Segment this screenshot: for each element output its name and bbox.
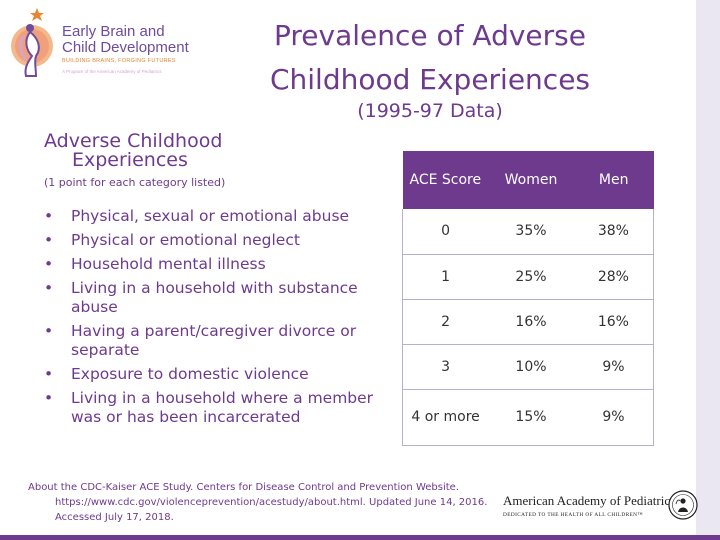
logo-tagline: BUILDING BRAINS, FORGING FUTURES xyxy=(62,58,176,64)
bullet-icon: • xyxy=(44,365,54,383)
aap-logo: American Academy of Pediatrics DEDICATED… xyxy=(503,492,698,522)
cell-score: 2 xyxy=(402,299,489,345)
bullet-icon: • xyxy=(44,322,54,340)
cell-score: 0 xyxy=(402,209,489,255)
logo-subline: A Program of the American Academy of Ped… xyxy=(62,69,162,74)
cell-women: 10% xyxy=(488,344,574,390)
cell-score: 4 or more xyxy=(402,389,489,446)
cell-women: 16% xyxy=(488,299,574,345)
list-item: • Having a parent/caregiver divorce or se… xyxy=(44,322,357,359)
cell-score: 3 xyxy=(402,344,489,390)
list-item: • Household mental illness xyxy=(44,255,266,273)
section-heading: Adverse Childhood Experiences xyxy=(44,130,223,171)
aap-tagline: DEDICATED TO THE HEALTH OF ALL CHILDREN™ xyxy=(503,512,643,518)
ace-prevalence-table: ACE Score Women Men 0 35% 38% 1 25% 28% … xyxy=(402,151,654,446)
list-item: • Exposure to domestic violence xyxy=(44,365,309,383)
cell-score: 1 xyxy=(402,254,489,300)
bullet-icon: • xyxy=(44,207,54,225)
right-decorative-stripe xyxy=(696,0,720,540)
aap-name: American Academy of Pediatrics xyxy=(503,493,676,508)
ace-category-list: • Physical, sexual or emotional abuse • Ph… xyxy=(44,207,384,432)
aap-seal-icon xyxy=(668,490,698,520)
logo-title: Early Brain and Child Development xyxy=(62,23,189,56)
cell-men: 9% xyxy=(573,389,654,446)
table-row: 2 16% 16% xyxy=(402,299,654,345)
bullet-icon: • xyxy=(44,389,54,407)
slide-title: Prevalence of Adverse Childhood Experien… xyxy=(269,19,591,96)
cell-men: 9% xyxy=(573,344,654,390)
header-women: Women xyxy=(488,151,574,209)
early-brain-logo: Early Brain and Child Development BUILDI… xyxy=(6,6,216,82)
table-row: 0 35% 38% xyxy=(402,209,654,255)
cell-women: 35% xyxy=(488,209,574,255)
bullet-icon: • xyxy=(44,231,54,249)
list-item: • Living in a household where a member wa… xyxy=(44,389,374,426)
source-citation: About the CDC-Kaiser ACE Study. Centers … xyxy=(28,482,488,523)
cell-men: 28% xyxy=(573,254,654,300)
table-row: 3 10% 9% xyxy=(402,344,654,390)
table-row: 1 25% 28% xyxy=(402,254,654,300)
header-ace-score: ACE Score xyxy=(402,151,489,209)
bullet-icon: • xyxy=(44,255,54,273)
section-note: (1 point for each category listed) xyxy=(44,176,226,189)
slide-subtitle: (1995-97 Data) xyxy=(357,100,503,122)
cell-women: 15% xyxy=(488,389,574,446)
list-item: • Living in a household with substance ab… xyxy=(44,279,358,316)
header-men: Men xyxy=(573,151,654,209)
child-figure-icon xyxy=(11,8,53,77)
bullet-icon: • xyxy=(44,279,54,297)
list-item: • Physical, sexual or emotional abuse xyxy=(44,207,350,225)
list-item: • Physical or emotional neglect xyxy=(44,231,300,249)
table-row: 4 or more 15% 9% xyxy=(402,389,654,446)
table-header-row: ACE Score Women Men xyxy=(402,151,654,209)
bottom-accent-bar xyxy=(0,535,720,540)
cell-women: 25% xyxy=(488,254,574,300)
cell-men: 38% xyxy=(573,209,654,255)
cell-men: 16% xyxy=(573,299,654,345)
